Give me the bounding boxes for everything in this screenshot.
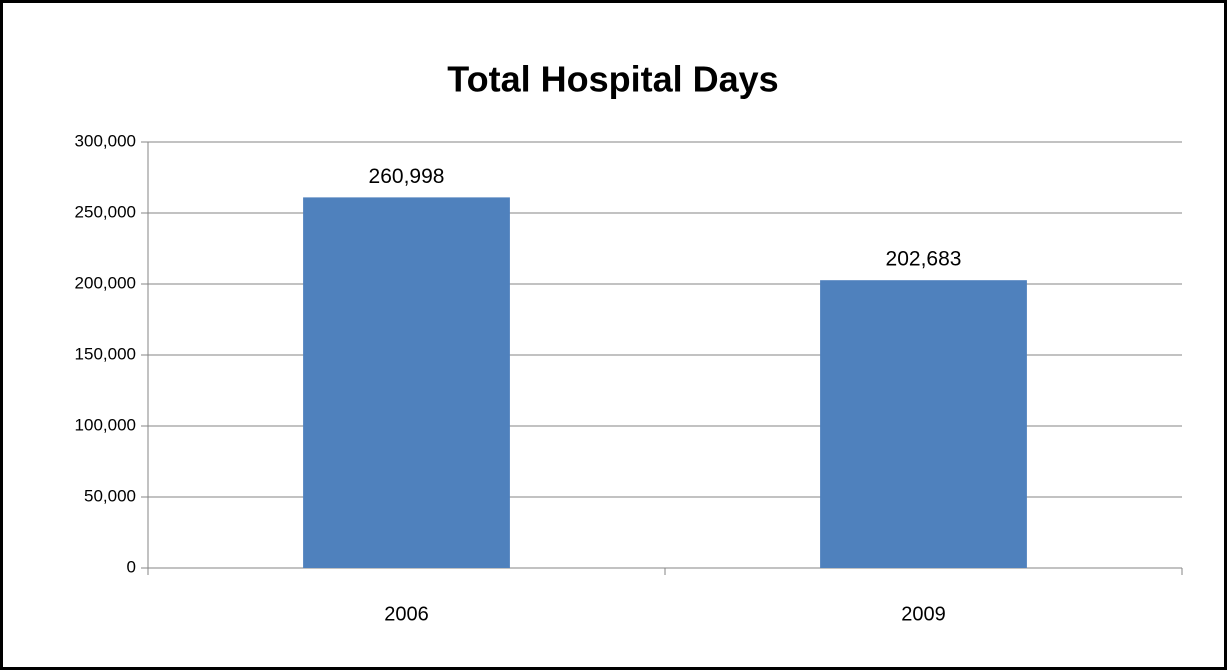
data-label: 202,683	[886, 248, 962, 271]
y-tick-label: 300,000	[75, 131, 136, 150]
y-tick-label: 250,000	[75, 202, 136, 221]
y-tick-label: 50,000	[84, 486, 136, 505]
y-tick-label: 200,000	[75, 273, 136, 292]
bar	[820, 280, 1027, 568]
bar	[303, 197, 510, 568]
chart-title: Total Hospital Days	[447, 59, 778, 100]
y-tick-label: 0	[127, 557, 136, 576]
data-label: 260,998	[369, 165, 445, 188]
x-tick-label: 2009	[901, 603, 946, 625]
y-tick-label: 150,000	[75, 344, 136, 363]
y-tick-label: 100,000	[75, 415, 136, 434]
x-tick-label: 2006	[384, 603, 429, 625]
